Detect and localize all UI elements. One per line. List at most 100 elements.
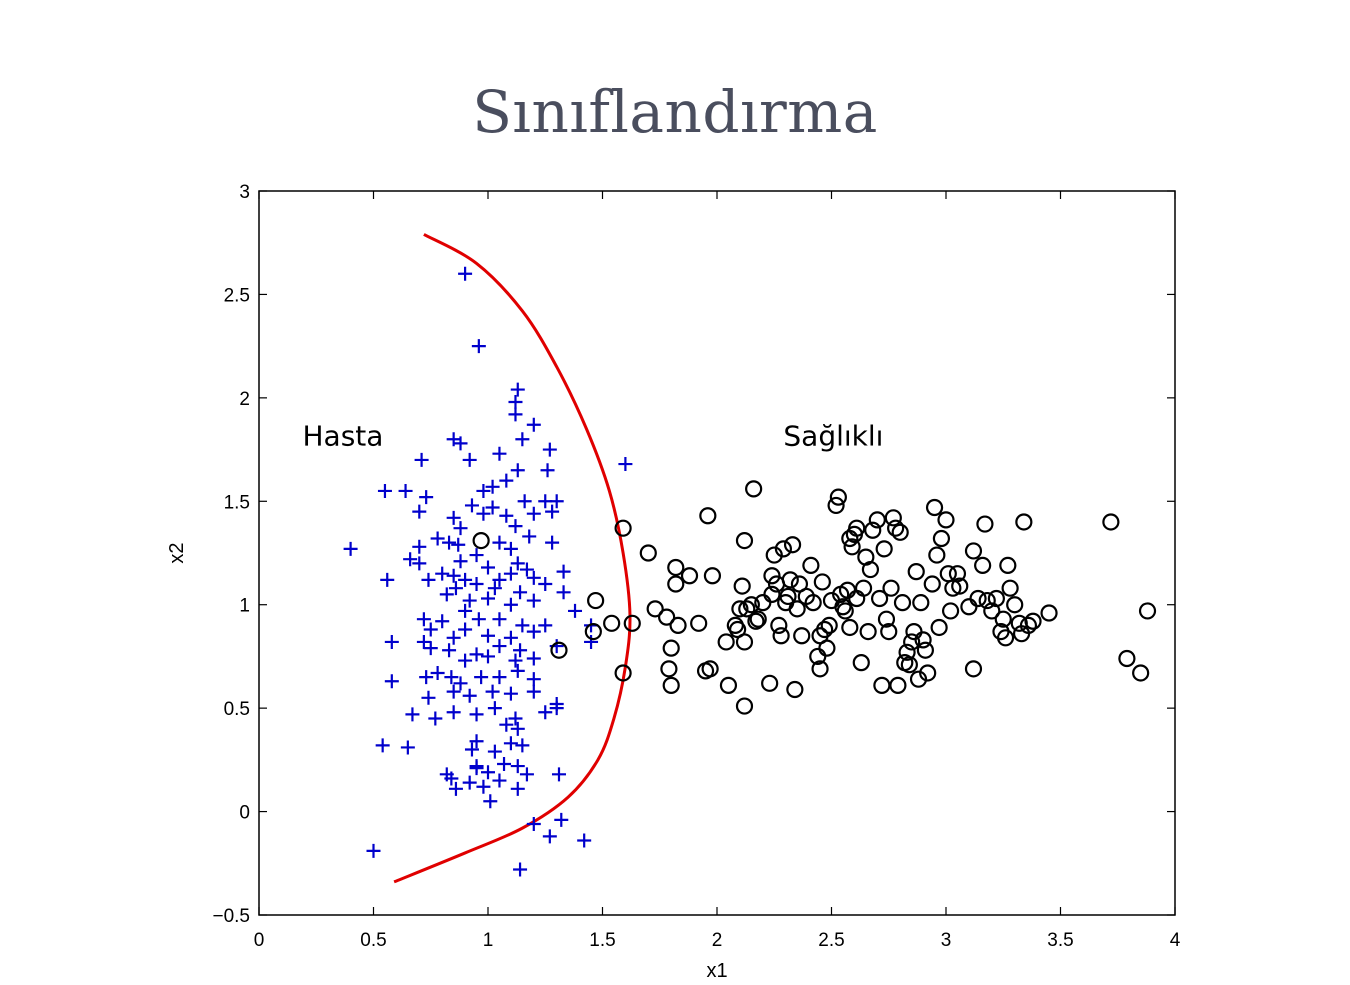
x-tick-label: 2	[712, 930, 723, 951]
plus-marker	[568, 603, 583, 618]
plus-marker	[526, 651, 541, 666]
y-tick-label: 1	[239, 596, 250, 617]
circle-marker	[783, 536, 802, 554]
plus-marker	[492, 670, 507, 685]
plus-marker	[487, 581, 502, 596]
circle-marker	[639, 544, 657, 562]
plus-marker	[412, 539, 427, 554]
plus-marker	[446, 705, 461, 720]
circle-marker	[781, 571, 799, 589]
plus-marker	[462, 775, 477, 790]
circle-marker	[891, 523, 909, 541]
circle-marker	[774, 540, 793, 558]
plus-marker	[542, 829, 557, 844]
plus-marker	[421, 690, 436, 705]
plus-marker	[403, 552, 418, 567]
plus-marker	[462, 593, 477, 608]
plus-marker	[471, 339, 486, 354]
plus-marker	[503, 541, 518, 556]
circle-marker	[735, 531, 754, 550]
plus-marker	[405, 707, 420, 722]
plus-marker	[430, 665, 445, 680]
circle-marker	[937, 511, 955, 529]
plus-marker	[377, 483, 392, 498]
x-tick-label: 2.5	[818, 930, 844, 951]
circle-marker	[996, 629, 1015, 647]
plus-marker	[487, 744, 502, 759]
circle-marker	[889, 676, 907, 694]
plus-marker	[526, 593, 541, 608]
plus-marker	[462, 452, 477, 467]
circle-marker	[820, 616, 838, 635]
circle-marker	[907, 563, 925, 581]
plus-marker	[503, 566, 518, 581]
circle-marker	[884, 509, 902, 527]
circle-marker	[1132, 664, 1150, 682]
plus-marker	[458, 653, 473, 668]
plus-marker	[519, 562, 534, 577]
plus-marker	[462, 688, 477, 703]
x-axis-label: x1	[706, 960, 727, 982]
circle-marker	[1001, 579, 1019, 597]
circle-marker	[658, 608, 676, 626]
circle-marker	[779, 587, 797, 606]
circle-marker	[1006, 596, 1024, 614]
plus-marker	[513, 643, 528, 658]
circle-marker	[925, 498, 944, 517]
points-layer	[343, 266, 1157, 877]
plus-marker	[476, 483, 491, 498]
plus-marker	[499, 508, 514, 523]
plus-marker	[522, 529, 537, 544]
circle-marker	[614, 664, 632, 682]
circle-marker	[793, 627, 811, 645]
circle-marker	[893, 594, 912, 612]
plus-marker	[513, 585, 528, 600]
plus-marker	[549, 701, 564, 716]
circle-marker	[584, 623, 602, 641]
circle-marker	[875, 540, 893, 558]
y-tick-label: 0	[239, 803, 250, 824]
plus-marker	[485, 500, 500, 515]
plus-marker	[492, 446, 507, 461]
plus-marker	[492, 612, 507, 627]
plus-marker	[584, 634, 599, 649]
circle-marker	[816, 620, 834, 639]
plus-marker	[366, 843, 381, 858]
plus-marker	[453, 554, 468, 569]
circle-marker	[472, 531, 490, 550]
plus-marker	[453, 676, 468, 691]
plus-marker	[451, 537, 466, 552]
plus-marker	[469, 647, 484, 662]
plus-marker	[419, 670, 434, 685]
circle-marker	[614, 519, 632, 537]
plus-marker	[416, 612, 431, 627]
x-tick-label: 3.5	[1047, 930, 1073, 951]
plus-marker	[469, 577, 484, 592]
plus-marker	[448, 781, 463, 796]
plus-marker	[416, 634, 431, 649]
plus-marker	[526, 684, 541, 699]
circle-marker	[964, 660, 983, 678]
circle-marker	[699, 507, 717, 525]
plus-marker	[458, 622, 473, 637]
x-tick-label: 1.5	[589, 930, 615, 951]
y-axis-label: x2	[166, 542, 188, 563]
circle-marker	[887, 519, 905, 537]
plus-marker	[469, 707, 484, 722]
plus-marker	[503, 736, 518, 751]
plus-marker	[510, 759, 525, 774]
plot-area-border	[258, 190, 1176, 916]
plus-marker	[492, 773, 507, 788]
circle-marker	[864, 521, 882, 539]
y-tick-label: 3	[239, 182, 250, 203]
plus-marker	[538, 577, 553, 592]
plus-marker	[412, 504, 427, 519]
circle-marker	[662, 676, 680, 694]
circle-marker	[587, 591, 605, 610]
circle-marker	[623, 614, 641, 632]
circle-marker	[747, 612, 765, 630]
ticks-layer: 0 0.5 1 1.5 2 2.5 3 3.5 4−0.500.511.522.53	[212, 182, 1180, 951]
circle-marker	[948, 565, 967, 583]
circle-marker	[735, 697, 754, 715]
